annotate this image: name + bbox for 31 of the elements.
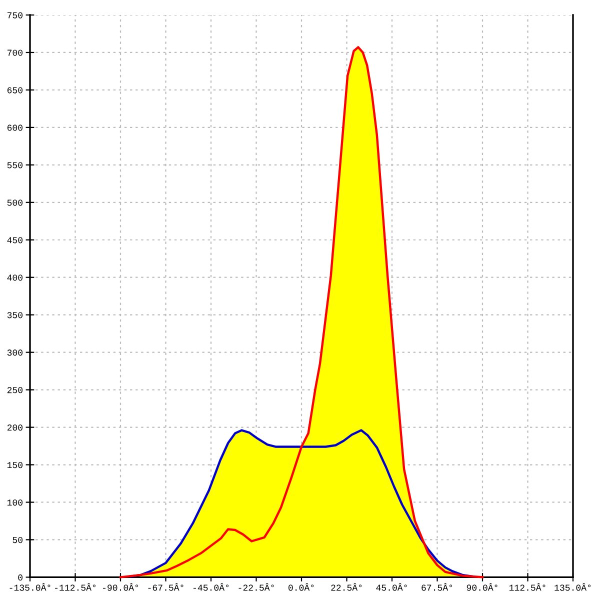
y-tick-label: 300 (7, 350, 22, 356)
x-tick-label: -90.0Â° (103, 583, 138, 591)
y-tick-label: 700 (8, 50, 22, 56)
y-tick-label: 200 (7, 424, 22, 431)
x-tick-label: 67.5Â° (422, 583, 452, 591)
y-tick-label: 450 (7, 237, 22, 244)
x-tick-label: 22.5Â° (331, 583, 362, 591)
y-tick-label: 650 (7, 87, 22, 94)
x-tick-label: 45.0Â° (376, 583, 407, 591)
y-tick-label: 350 (7, 312, 22, 318)
x-tick-label: -67.5Â° (148, 583, 184, 591)
y-tick-label: 750 (8, 12, 22, 18)
y-tick-label: 400 (7, 274, 22, 281)
x-tick-label: -45.0Â° (194, 583, 229, 591)
y-tick-label: 150 (7, 462, 22, 468)
y-tick-label: 0 (18, 574, 22, 581)
y-tick-label: 100 (7, 499, 22, 506)
x-tick-label: 0.0Â° (288, 583, 314, 591)
x-tick-label: 135.0Â° (554, 583, 591, 591)
x-tick-label: -135.0Â° (10, 583, 50, 591)
y-tick-label: 250 (7, 387, 22, 394)
y-tick-label: 600 (7, 124, 22, 131)
y-tick-label: 500 (7, 200, 22, 206)
x-tick-label: -112.5Â° (55, 583, 96, 591)
line-series (129, 429, 474, 578)
x-tick-label: 90.0Â° (466, 583, 498, 591)
y-tick-label: 550 (7, 162, 22, 168)
x-tick-label: 112.5Â° (509, 583, 546, 591)
x-tick-label: -22.5Â° (238, 583, 274, 591)
line-series (119, 46, 484, 578)
y-tick-label: 50 (12, 536, 22, 544)
